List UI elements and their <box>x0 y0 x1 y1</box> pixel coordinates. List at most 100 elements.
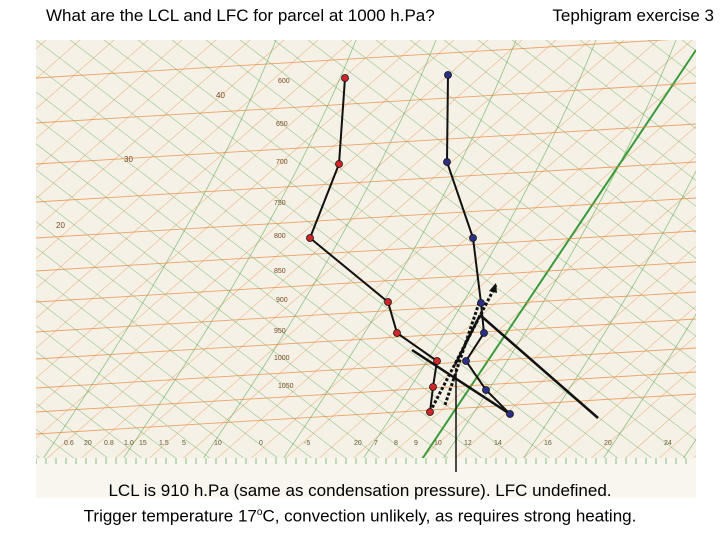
dry-adiabat-line <box>36 351 229 498</box>
dry-adiabat-line <box>477 40 696 207</box>
isotherm-line <box>511 335 696 498</box>
isotherm-line <box>341 185 696 498</box>
isotherm-line <box>69 40 591 498</box>
isotherm-line <box>36 40 455 409</box>
dry-adiabat-line <box>171 40 696 441</box>
dry-adiabat-line <box>137 40 696 467</box>
pressure-label: 600 <box>278 78 290 85</box>
ascent-trace <box>479 314 599 419</box>
dry-adiabat-line <box>69 40 671 498</box>
isobar-line <box>36 261 696 303</box>
pressure-axis-labels: 600 650 700 750 800 850 900 950 1000 1050 20 30 40 <box>56 78 294 390</box>
temperature-point <box>426 408 434 416</box>
isotherm-line <box>36 40 285 259</box>
bottom-scale-label: 0.8 <box>104 440 114 447</box>
isobar-line <box>36 347 696 389</box>
bottom-scale-label: 8 <box>394 440 398 447</box>
isobar-grid <box>36 40 696 435</box>
dry-adiabat-line <box>409 40 696 259</box>
isotherm-line <box>171 40 693 498</box>
bottom-scale-label: 7 <box>374 440 378 447</box>
arrow-head <box>489 283 497 293</box>
bottom-scale-label: 5 <box>182 440 186 447</box>
isotherm-line <box>273 125 696 498</box>
isotherm-line <box>36 40 183 169</box>
dry-adiabat-line <box>36 40 637 498</box>
dry-adiabat-trace <box>411 348 511 416</box>
pressure-label: 900 <box>276 297 288 304</box>
saturated-adiabat-line <box>495 170 696 498</box>
isotherm-line <box>36 40 387 349</box>
isobar-line <box>36 82 696 124</box>
caption-line-2-start: Trigger temperature 17 <box>83 506 257 526</box>
dry-adiabat-line <box>36 169 467 498</box>
bottom-scale-label: 1.5 <box>159 440 169 447</box>
caption-line-1: LCL is 910 h.Pa (same as condensation pr… <box>108 481 612 500</box>
bottom-scale-label: 0.6 <box>64 440 74 447</box>
pressure-label: 1050 <box>278 383 294 390</box>
isobar-line <box>36 393 696 435</box>
bottom-scale-label: 20 <box>84 440 92 447</box>
temperature-point <box>341 74 349 82</box>
isobar-line <box>36 40 671 79</box>
dry-adiabat-line <box>375 40 696 285</box>
dry-adiabat-line <box>36 325 263 498</box>
saturated-adiabat-grid <box>36 40 696 498</box>
pressure-label: 950 <box>274 328 286 335</box>
isotherm-line <box>443 275 696 498</box>
isotherm-line <box>613 425 696 498</box>
isotherm-line <box>579 395 696 498</box>
dry-adiabat-line <box>36 65 603 498</box>
saturated-adiabat-line <box>415 40 677 498</box>
dewpoint-point <box>443 158 451 166</box>
question-title: What are the LCL and LFC for parcel at 1… <box>46 6 435 25</box>
dry-adiabat-line <box>341 40 696 311</box>
isobar-line <box>36 197 696 239</box>
isobar-line <box>36 161 696 203</box>
saturated-ascent-dotted <box>428 284 498 413</box>
isotherm-line <box>36 40 319 289</box>
isotherm-line <box>681 485 696 498</box>
bottom-scale-label: 15 <box>139 440 147 447</box>
isotherm-line <box>36 40 251 229</box>
saturated-adiabat-line <box>335 40 597 498</box>
isotherm-line <box>103 40 625 498</box>
dry-adiabat-line <box>579 40 696 129</box>
isotherm-line <box>36 40 489 439</box>
dewpoint-point <box>462 357 470 365</box>
isotherm-line <box>36 40 47 50</box>
dry-adiabat-line <box>613 40 696 103</box>
bottom-scale-labels: 0.6200.81.0151.55100-5207891012141620242… <box>36 440 687 464</box>
bottom-scale-label: 10 <box>434 440 442 447</box>
dry-adiabat-line <box>103 40 696 493</box>
isobar-line <box>36 230 696 272</box>
isobar-line <box>36 123 696 165</box>
sounding-profiles <box>306 71 599 472</box>
isotherm-line <box>409 245 696 498</box>
degree-superscript: o <box>256 507 263 518</box>
temperature-point <box>384 298 392 306</box>
bottom-scale-label: 20 <box>354 440 362 447</box>
caption-line-2-end: C, convection unlikely, as requires stro… <box>262 506 637 526</box>
isotherm-scale-label: 20 <box>56 221 65 230</box>
dry-adiabat-line <box>545 40 696 155</box>
dry-adiabat-line <box>36 299 297 498</box>
isotherm-line <box>36 40 149 140</box>
dry-adiabat-line <box>36 143 501 498</box>
dry-adiabat-line <box>36 377 195 498</box>
bottom-scale-label: 24 <box>664 440 672 447</box>
isotherm-line <box>647 455 696 498</box>
dry-adiabat-line <box>36 273 331 498</box>
dry-adiabat-line <box>36 195 433 498</box>
dewpoint-point <box>444 71 452 79</box>
dry-adiabat-grid <box>36 40 696 498</box>
isotherm-scale-label: 30 <box>124 155 133 164</box>
dry-adiabat-line <box>36 402 161 498</box>
bottom-scale-label: -5 <box>304 440 310 447</box>
isobar-line <box>36 371 696 413</box>
dewpoint-point <box>469 234 477 242</box>
saturated-adiabat-line <box>95 40 357 498</box>
saturated-adiabat-line <box>575 313 696 498</box>
pressure-label: 750 <box>274 200 286 207</box>
